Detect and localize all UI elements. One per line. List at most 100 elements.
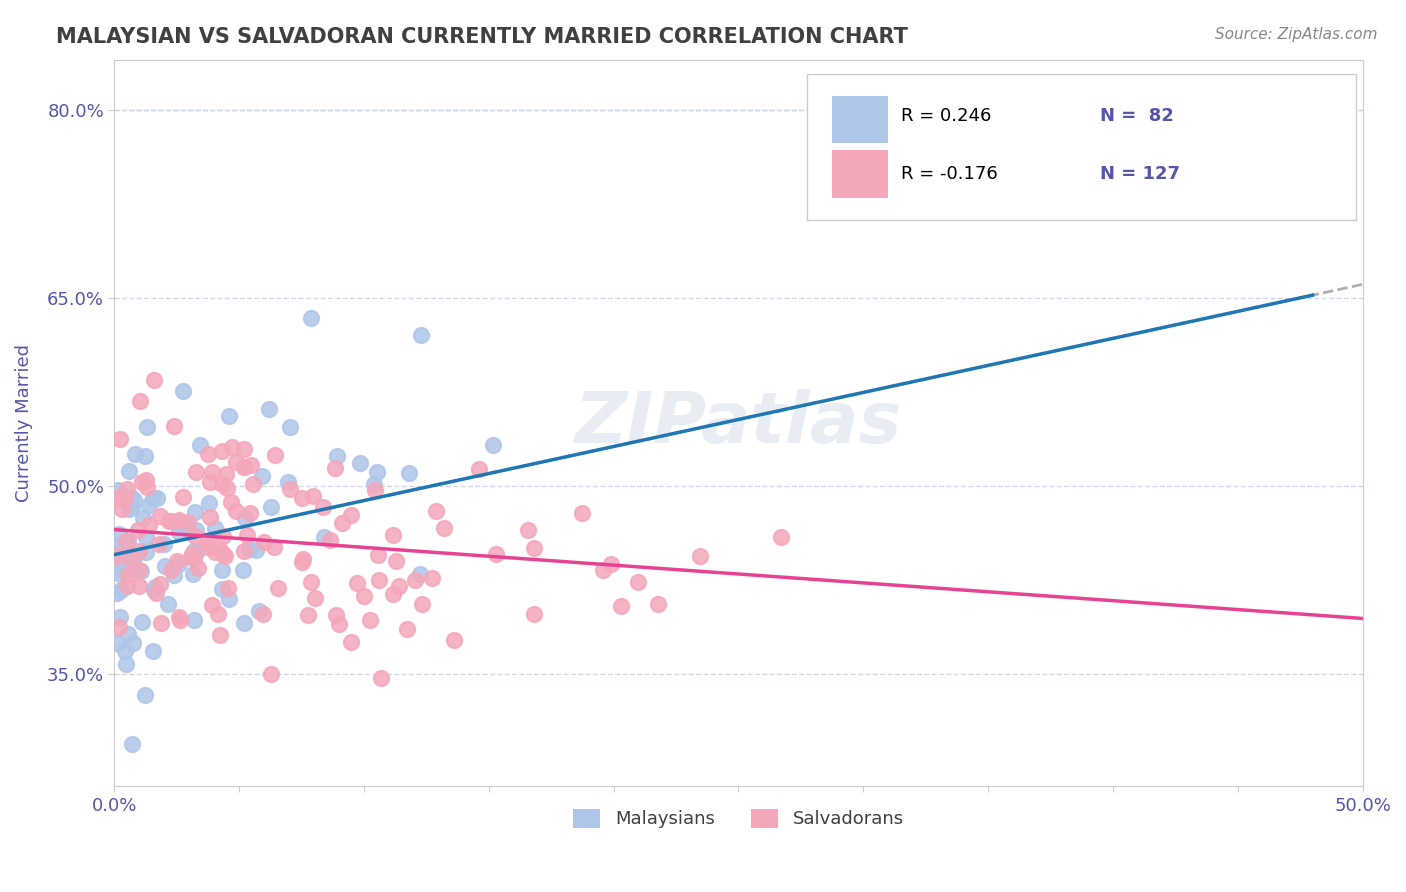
- Point: [239, 458, 262, 472]
- Point: [134, 688, 156, 702]
- Point: [467, 462, 489, 476]
- Point: [112, 492, 135, 507]
- Point: [433, 521, 456, 535]
- Point: [138, 517, 160, 532]
- Point: [188, 438, 211, 452]
- Point: [404, 574, 426, 588]
- Point: [131, 475, 153, 489]
- Point: [592, 563, 614, 577]
- Point: [485, 547, 508, 561]
- Point: [107, 586, 129, 600]
- Point: [364, 483, 387, 498]
- Point: [117, 533, 139, 548]
- Point: [211, 582, 233, 596]
- Point: [197, 535, 219, 549]
- Point: [117, 579, 139, 593]
- Point: [121, 561, 143, 575]
- Point: [425, 504, 447, 518]
- Point: [166, 515, 188, 529]
- Point: [232, 543, 254, 558]
- Point: [148, 537, 170, 551]
- Point: [200, 475, 222, 489]
- Point: [339, 508, 361, 522]
- Point: [105, 491, 128, 506]
- Point: [187, 561, 209, 575]
- Point: [257, 402, 280, 417]
- Point: [314, 531, 336, 545]
- Point: [120, 551, 142, 566]
- Point: [245, 543, 267, 558]
- Point: [183, 543, 205, 558]
- Point: [225, 455, 247, 469]
- Point: [610, 599, 633, 613]
- Point: [136, 420, 159, 434]
- Text: N = 127: N = 127: [1101, 165, 1181, 184]
- Point: [297, 607, 319, 622]
- Point: [173, 516, 195, 531]
- Point: [108, 620, 131, 634]
- Point: [232, 616, 254, 631]
- Point: [138, 498, 160, 512]
- Point: [523, 541, 546, 555]
- Point: [105, 538, 128, 552]
- Point: [443, 632, 465, 647]
- Point: [238, 506, 260, 520]
- Point: [166, 554, 188, 568]
- Point: [299, 310, 322, 325]
- Point: [368, 573, 391, 587]
- Point: [201, 465, 224, 479]
- Point: [117, 567, 139, 582]
- Point: [233, 510, 256, 524]
- Point: [179, 549, 201, 564]
- Point: [267, 581, 290, 595]
- Point: [122, 636, 145, 650]
- Point: [143, 582, 166, 597]
- Point: [110, 432, 132, 446]
- Point: [253, 534, 276, 549]
- Point: [212, 547, 235, 561]
- Text: N =  82: N = 82: [1101, 107, 1174, 125]
- Point: [278, 483, 301, 497]
- Point: [132, 511, 155, 525]
- Point: [145, 580, 167, 594]
- Point: [183, 613, 205, 627]
- Point: [217, 581, 239, 595]
- Point: [200, 598, 222, 612]
- FancyBboxPatch shape: [832, 96, 889, 144]
- Point: [238, 541, 260, 556]
- Text: Source: ZipAtlas.com: Source: ZipAtlas.com: [1215, 27, 1378, 42]
- Point: [302, 489, 325, 503]
- Point: [411, 597, 433, 611]
- Point: [112, 491, 135, 506]
- Point: [198, 509, 221, 524]
- Point: [114, 657, 136, 671]
- Point: [145, 586, 167, 600]
- Point: [184, 465, 207, 479]
- Point: [363, 476, 385, 491]
- Point: [204, 521, 226, 535]
- Point: [408, 567, 430, 582]
- Point: [108, 566, 131, 581]
- Text: ZIPatlas: ZIPatlas: [575, 389, 903, 458]
- Point: [208, 542, 231, 557]
- Text: R = 0.246: R = 0.246: [901, 107, 991, 125]
- Point: [143, 373, 166, 387]
- Point: [127, 524, 149, 538]
- Point: [150, 616, 173, 631]
- Point: [396, 622, 419, 636]
- Point: [211, 477, 233, 491]
- Point: [107, 526, 129, 541]
- Point: [112, 542, 135, 557]
- Point: [177, 515, 200, 529]
- Point: [409, 328, 432, 343]
- Point: [183, 551, 205, 566]
- Point: [111, 563, 134, 577]
- Point: [311, 500, 333, 515]
- Point: [186, 544, 208, 558]
- Point: [128, 563, 150, 577]
- Point: [167, 524, 190, 539]
- Point: [236, 527, 259, 541]
- Point: [367, 549, 389, 563]
- Point: [366, 466, 388, 480]
- Point: [153, 537, 176, 551]
